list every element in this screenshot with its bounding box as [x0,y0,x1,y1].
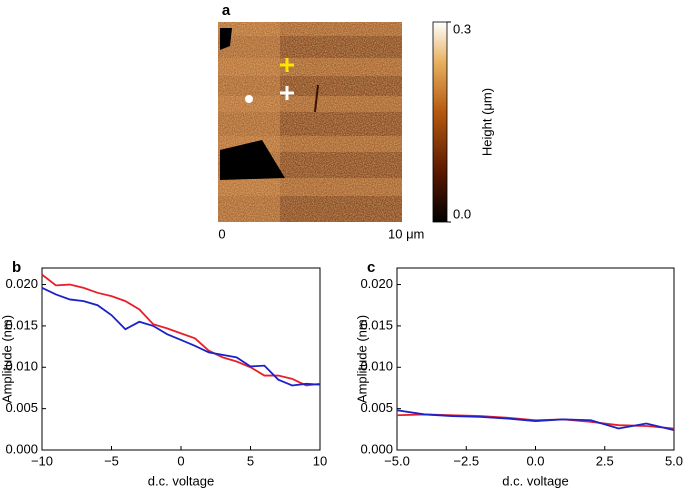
x-tick-label: 5.0 [665,453,683,468]
y-tick-label: 0.015 [5,317,38,332]
x-tick-label: −10 [31,453,53,468]
x-tick-label: 10 [313,453,327,468]
x-tick-label: 0.0 [526,453,544,468]
image-axis-label: 0 [218,226,225,241]
image-axis-label: 10 μm [388,226,424,241]
y-tick-label: 0.000 [5,441,38,456]
x-axis-label: d.c. voltage [502,473,569,488]
y-tick-label: 0.005 [5,400,38,415]
x-axis-label: d.c. voltage [148,473,215,488]
x-tick-label: 5 [247,453,254,468]
panel-label: b [12,259,21,276]
y-tick-label: 0.015 [360,317,393,332]
panel-label: c [367,259,375,276]
y-tick-label: 0.020 [360,276,393,291]
x-tick-label: 0 [177,453,184,468]
data-line [396,409,675,432]
data-line [41,287,321,387]
y-tick-label: 0.010 [360,359,393,374]
x-tick-label: 2.5 [596,453,614,468]
colorbar-label: Height (μm) [479,88,494,156]
x-tick-label: −2.5 [453,453,479,468]
colorbar-tick-label: 0.0 [453,206,471,221]
y-tick-label: 0.020 [5,276,38,291]
plot-frame [396,267,675,451]
data-line [41,273,321,387]
y-tick-label: 0.005 [360,400,393,415]
y-axis-label: Amplitude (nm) [354,315,369,403]
y-tick-label: 0.010 [5,359,38,374]
colorbar [432,21,448,223]
y-tick-label: 0.000 [360,441,393,456]
x-tick-label: −5.0 [384,453,410,468]
colorbar-tick-label: 0.3 [453,21,471,36]
x-tick-label: −5 [104,453,119,468]
plot-frame [41,267,321,451]
afm-image [218,22,402,222]
panel-label: a [222,2,231,19]
y-axis-label: Amplitude (nm) [0,315,14,403]
